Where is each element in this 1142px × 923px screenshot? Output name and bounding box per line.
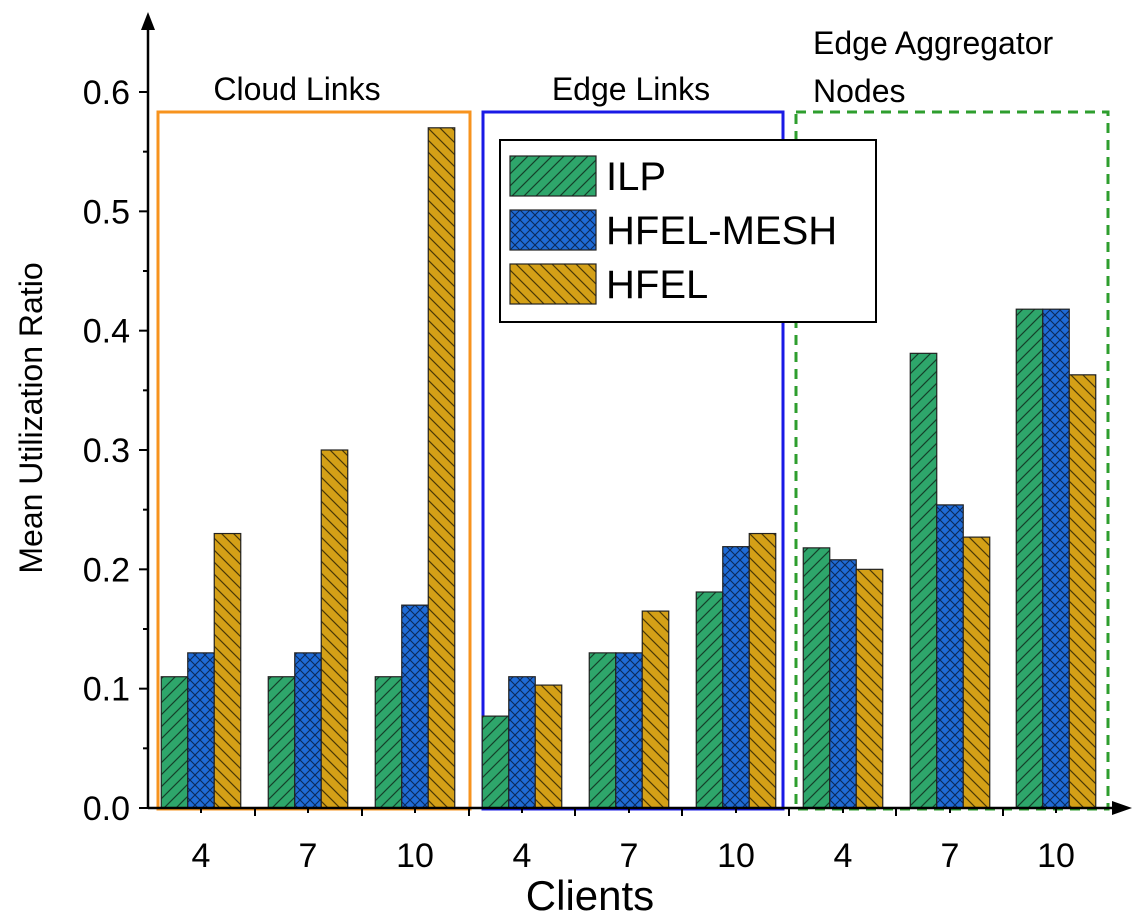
bar-hfel-mesh-3 [401,604,429,809]
bar-hfel-3 [427,127,456,809]
legend-swatch-hfel [509,263,597,305]
legend-label-ilp: ILP [606,155,666,199]
bar-hfel-mesh-9 [1042,308,1070,809]
y-tick-label-0: 0.0 [83,790,130,828]
bar-ilp-5 [588,652,617,809]
y-axis-arrow [141,12,155,30]
x-tick-label-6: 4 [834,837,853,875]
bar-hfel-1 [213,532,242,809]
bar-hfel-5 [641,610,670,809]
bar-hfel-6 [748,532,777,809]
bar-hfel-8 [962,536,991,809]
y-tick-label-1: 0.1 [83,671,130,709]
x-tick-label-5: 10 [717,837,755,875]
legend: ILP HFEL-MESH HFEL [499,139,877,323]
x-tick-label-1: 7 [299,837,318,875]
y-tick-label-6: 0.6 [83,74,130,112]
x-tick-label-0: 4 [192,837,211,875]
x-axis-title: Clients [526,872,654,919]
group-label-3-line-2: Nodes [813,73,906,109]
bar-ilp-8 [909,352,938,809]
axes [141,12,1132,815]
bar-hfel-mesh-1 [187,652,215,809]
bar-ilp-4 [481,715,510,809]
bar-ilp-1 [160,676,189,809]
legend-label-hfel: HFEL [606,263,708,307]
bars [160,127,1097,809]
y-tick-label-5: 0.5 [83,193,130,231]
bar-hfel-mesh-6 [722,546,750,809]
bar-hfel-2 [320,449,349,809]
y-tick-label-2: 0.2 [83,551,130,589]
x-tick-label-8: 10 [1037,837,1075,875]
bar-hfel-7 [855,568,884,809]
y-tick-label-3: 0.3 [83,432,130,470]
bar-ilp-2 [267,676,296,809]
x-axis-arrow [1112,801,1132,815]
y-axis-title: Mean Utilization Ratio [13,262,49,573]
bar-ilp-7 [802,547,831,809]
group-label-1: Cloud Links [213,71,380,107]
bar-ilp-6 [695,591,724,809]
group-label-3-line-1: Edge Aggregator [813,25,1054,61]
bar-hfel-9 [1068,374,1097,809]
y-ticks: 0.0 0.1 0.2 0.3 0.4 0.5 0.6 [83,74,148,828]
bar-hfel-4 [534,684,563,809]
bar-hfel-mesh-4 [508,676,536,809]
x-tick-label-7: 7 [941,837,960,875]
x-tick-label-4: 7 [620,837,639,875]
bar-hfel-mesh-2 [294,652,322,809]
bar-hfel-mesh-7 [829,559,857,809]
bar-ilp-9 [1015,308,1044,809]
legend-swatch-ilp [509,155,597,197]
legend-label-hfel-mesh: HFEL-MESH [606,209,837,253]
x-tick-label-2: 10 [396,837,434,875]
bar-hfel-mesh-5 [615,652,643,809]
x-ticks: 4 7 10 4 7 10 4 7 10 [192,808,1075,875]
bar-ilp-3 [374,676,403,809]
legend-swatch-hfel-mesh [509,209,597,251]
x-tick-label-3: 4 [513,837,532,875]
y-tick-label-4: 0.4 [83,313,130,351]
bar-hfel-mesh-8 [936,504,964,809]
group-label-2: Edge Links [552,71,710,107]
